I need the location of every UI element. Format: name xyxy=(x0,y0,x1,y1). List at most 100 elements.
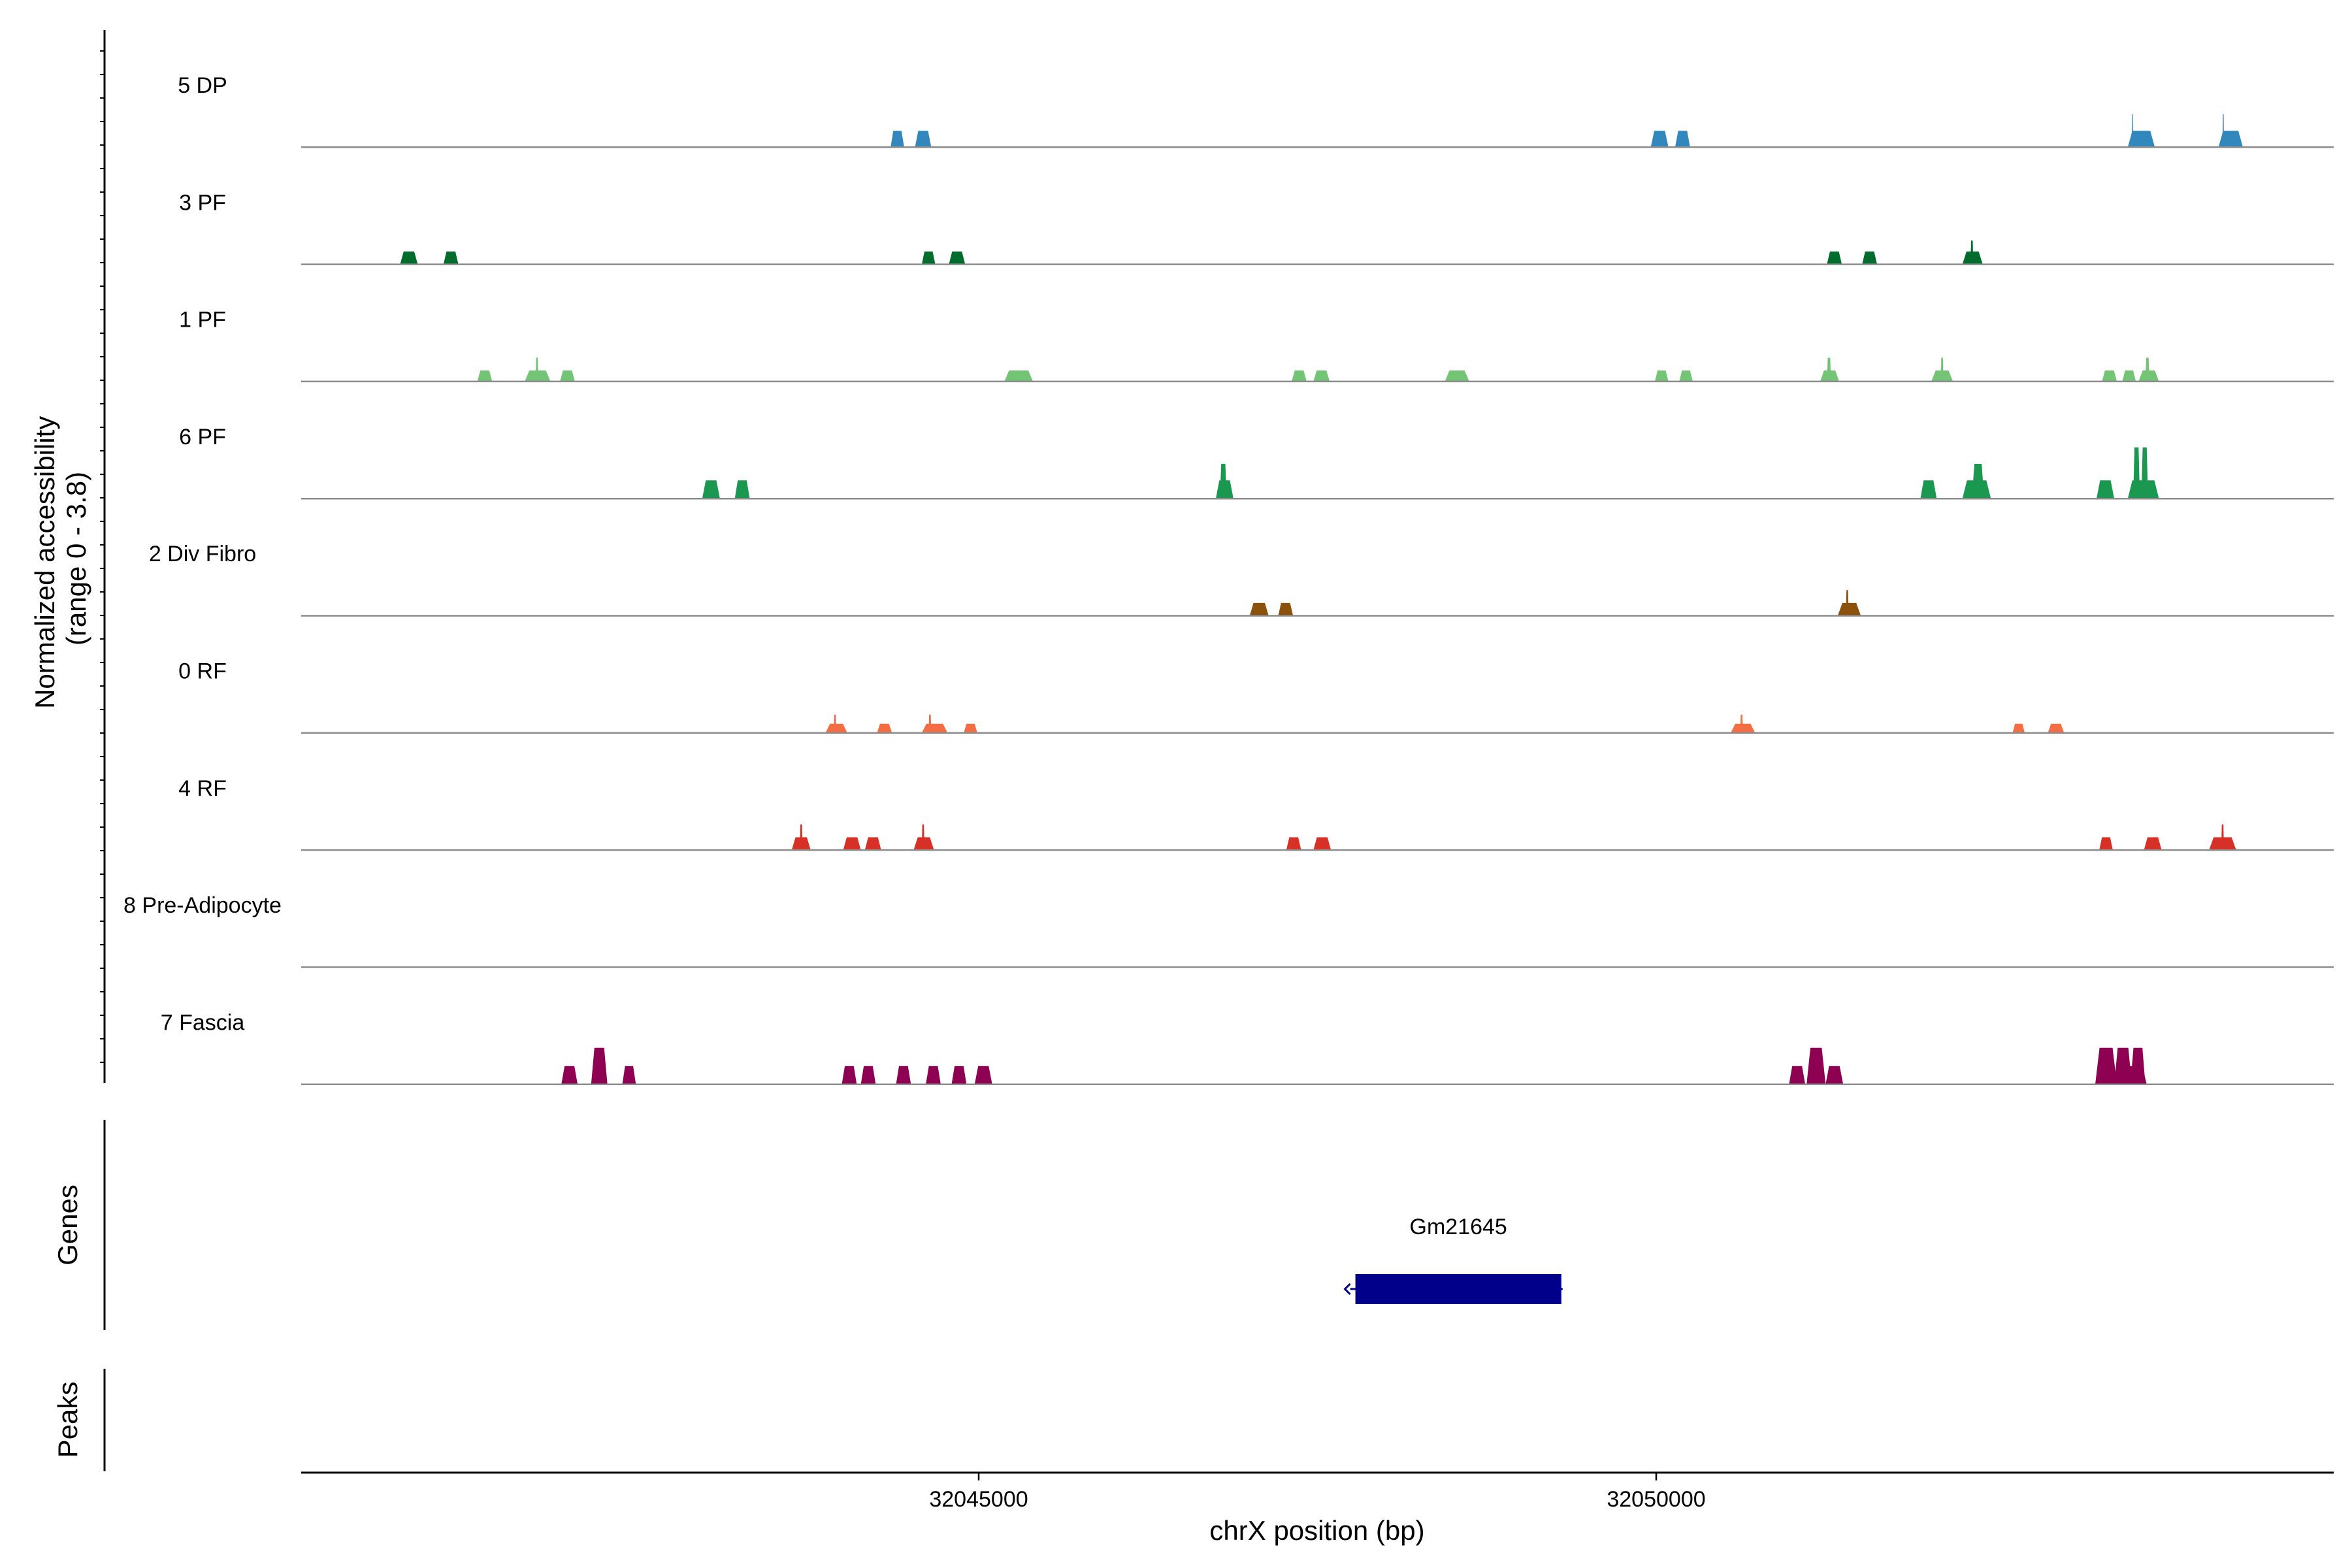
accessibility-peak xyxy=(921,824,924,851)
accessibility-peak xyxy=(1654,370,1669,382)
accessibility-peak xyxy=(860,1066,876,1085)
accessibility-peak xyxy=(877,723,892,733)
accessibility-peak xyxy=(896,1066,911,1085)
accessibility-peak xyxy=(2048,723,2065,733)
accessibility-peak xyxy=(1972,464,1984,499)
accessibility-peak xyxy=(2218,131,2243,148)
track-8-pre-adipocyte: 8 Pre-Adipocyte xyxy=(123,893,2334,968)
accessibility-peak xyxy=(1806,1047,1826,1085)
accessibility-peak xyxy=(834,714,837,733)
accessibility-peak xyxy=(591,1047,608,1085)
accessibility-peak xyxy=(2141,447,2148,499)
track-label: 4 RF xyxy=(178,776,227,801)
accessibility-peak xyxy=(1740,714,1743,733)
genes-track: Genes Gm21645 xyxy=(52,1120,1563,1330)
accessibility-peak xyxy=(1862,252,1878,265)
accessibility-peak xyxy=(890,131,904,148)
x-axis-tick-label: 32045000 xyxy=(929,1487,1028,1512)
accessibility-peak xyxy=(1445,370,1469,382)
accessibility-peak xyxy=(1827,357,1831,382)
y-axis-label: Normalized accessibility (range 0 - 3.8) xyxy=(29,408,91,709)
accessibility-peak xyxy=(1827,252,1842,265)
accessibility-peak xyxy=(1920,480,1937,499)
track-label: 5 DP xyxy=(178,73,227,98)
x-axis-ticks: 32045000 32050000 xyxy=(929,1473,1706,1512)
accessibility-peak xyxy=(974,1066,992,1085)
accessibility-peak xyxy=(1650,131,1669,148)
accessibility-peak xyxy=(2095,1066,2114,1085)
genes-track-label: Genes xyxy=(52,1184,83,1266)
gene-exon xyxy=(1355,1274,1561,1304)
gene-label: Gm21645 xyxy=(1410,1215,1507,1239)
track-7-fascia: 7 Fascia xyxy=(161,1010,2334,1085)
accessibility-peak xyxy=(2133,447,2140,499)
y-axis-label-line-1: Normalized accessibility xyxy=(29,416,60,709)
accessibility-peak xyxy=(1249,602,1269,616)
accessibility-peak xyxy=(926,1066,941,1085)
accessibility-peak xyxy=(2145,357,2149,382)
accessibility-peak xyxy=(1292,370,1307,382)
track-4-rf: 4 RF xyxy=(178,776,2334,851)
accessibility-peak xyxy=(841,1066,857,1085)
accessibility-peak xyxy=(2144,837,2162,851)
accessibility-peak xyxy=(921,252,936,265)
accessibility-peak xyxy=(1220,464,1227,499)
accessibility-peak xyxy=(2102,370,2117,382)
track-6-pf: 6 PF xyxy=(179,425,2334,500)
accessibility-peak xyxy=(535,357,538,382)
accessibility-peak xyxy=(400,252,418,265)
track-0-rf: 0 RF xyxy=(178,659,2334,734)
accessibility-peak xyxy=(1825,1066,1844,1085)
accessibility-peak xyxy=(1313,837,1331,851)
track-2-div-fibro: 2 Div Fibro xyxy=(149,542,2334,617)
track-label: 6 PF xyxy=(179,425,226,449)
accessibility-peak xyxy=(1286,837,1301,851)
track-label: 7 Fascia xyxy=(161,1010,245,1035)
gene-strand-arrow xyxy=(1343,1282,1351,1296)
accessibility-peak xyxy=(1789,1066,1806,1085)
accessibility-peak xyxy=(2012,723,2025,733)
accessibility-peak xyxy=(1731,723,1756,733)
accessibility-peak xyxy=(1675,131,1690,148)
accessibility-peak xyxy=(928,714,932,733)
peaks-track: Peaks xyxy=(52,1369,106,1471)
y-axis xyxy=(100,30,106,1083)
x-axis-label: chrX position (bp) xyxy=(1209,1515,1424,1546)
accessibility-peak xyxy=(964,723,977,733)
accessibility-peak xyxy=(2132,114,2133,148)
track-1-pf: 1 PF xyxy=(179,308,2334,383)
accessibility-peak xyxy=(734,480,750,499)
track-5-dp: 5 DP xyxy=(178,73,2334,148)
accessibility-peak xyxy=(1837,602,1861,616)
peaks-track-label: Peaks xyxy=(52,1382,83,1458)
accessibility-peak xyxy=(1278,602,1294,616)
accessibility-peak xyxy=(2222,114,2224,148)
track-label: 3 PF xyxy=(179,190,226,215)
accessibility-peak xyxy=(2122,370,2136,382)
accessibility-peak xyxy=(702,480,720,499)
accessibility-peak xyxy=(622,1066,636,1085)
accessibility-peak xyxy=(949,252,966,265)
accessibility-peak xyxy=(951,1066,967,1085)
accessibility-peak xyxy=(915,131,932,148)
accessibility-peak xyxy=(1846,590,1849,616)
accessibility-peak xyxy=(825,723,847,733)
accessibility-peak xyxy=(477,370,493,382)
accessibility-peak xyxy=(1679,370,1693,382)
accessibility-peak xyxy=(2114,1066,2147,1085)
accessibility-peak xyxy=(921,723,948,733)
accessibility-peak xyxy=(1313,370,1330,382)
track-label: 2 Div Fibro xyxy=(149,542,256,566)
coverage-tracks: 5 DP 3 PF 1 PF 6 PF 2 Div Fibro 0 RF 4 RF 8 Pre… xyxy=(123,73,2334,1085)
accessibility-peak xyxy=(1940,357,1944,382)
accessibility-peak xyxy=(843,837,861,851)
y-axis-ticks xyxy=(100,50,105,1063)
accessibility-peak xyxy=(800,824,803,851)
accessibility-peak xyxy=(864,837,881,851)
track-label: 1 PF xyxy=(179,308,226,333)
accessibility-peak xyxy=(560,370,575,382)
accessibility-peak xyxy=(1970,240,1974,265)
accessibility-peak xyxy=(443,252,459,265)
track-label: 0 RF xyxy=(178,659,227,684)
track-3-pf: 3 PF xyxy=(179,190,2334,265)
